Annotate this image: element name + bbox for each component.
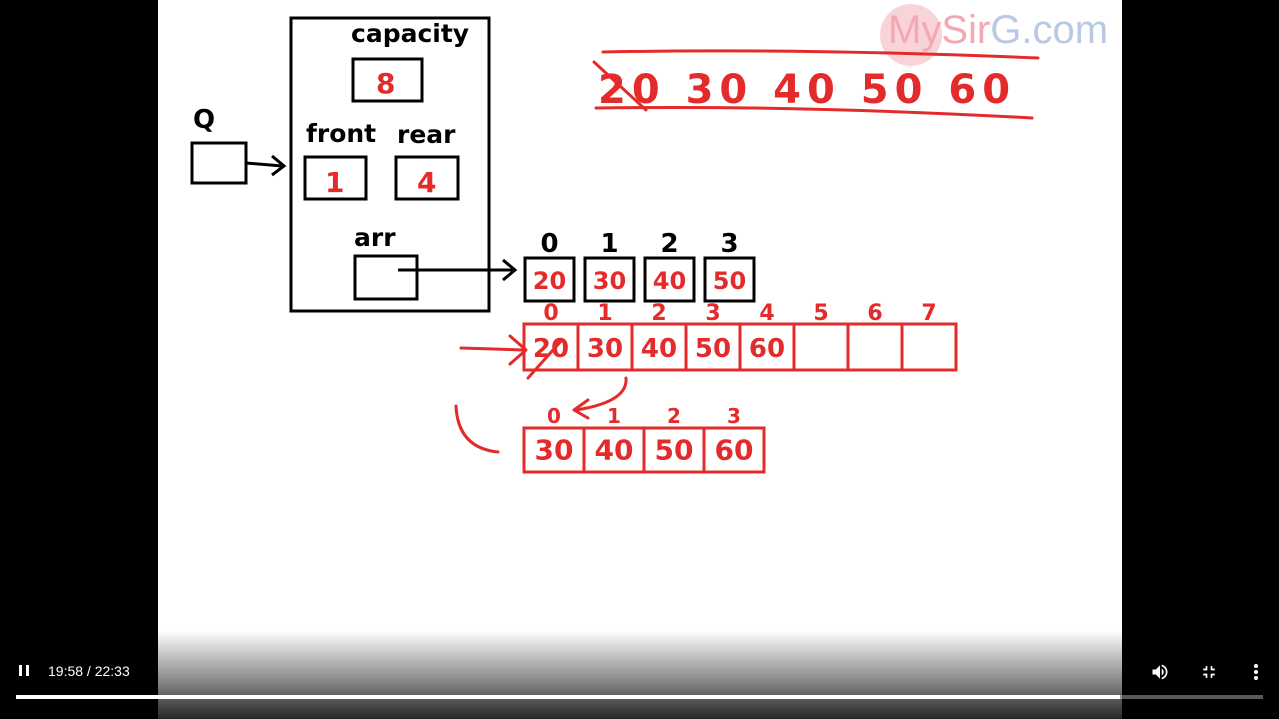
big-array-index: 2 (651, 301, 666, 326)
sequence-values: 20 30 40 50 60 (598, 67, 1016, 113)
new-array-value: 40 (595, 434, 634, 467)
orig-array-index: 2 (660, 229, 678, 259)
orig-array-value: 40 (653, 267, 686, 295)
orig-array-index: 1 (600, 229, 618, 259)
big-array-arrow (459, 334, 528, 366)
new-array-index: 0 (547, 404, 561, 428)
logo-part-my: My (888, 8, 942, 52)
big-array-index: 0 (543, 301, 558, 326)
pause-icon[interactable] (16, 663, 32, 679)
big-array-index: 5 (813, 301, 828, 326)
orig-array-value: 30 (593, 267, 626, 295)
big-array-strike (526, 338, 564, 380)
big-array-index: 3 (705, 301, 720, 326)
time-display: 19:58 / 22:33 (48, 663, 130, 679)
rear-label: rear (397, 120, 456, 149)
logo-part-sir: Sir (941, 8, 991, 52)
arr-label: arr (354, 223, 396, 252)
q-arrow (245, 161, 283, 168)
new-array-cell (702, 426, 766, 474)
queue-struct-box (289, 16, 491, 313)
new-array: 30 0 40 1 50 2 60 3 (522, 404, 766, 474)
copy-arrow-head (572, 398, 590, 420)
q-arrow-head (271, 154, 287, 177)
big-array-value: 40 (641, 334, 677, 364)
orig-array-index: 0 (540, 229, 558, 259)
copy-arrow (574, 376, 628, 412)
orig-array-cell (523, 256, 576, 303)
orig-array-value: 50 (713, 267, 746, 295)
new-array-index: 2 (667, 404, 681, 428)
big-array-index: 4 (759, 301, 774, 326)
sequence-overline (601, 49, 1040, 60)
new-array-value: 30 (535, 434, 574, 467)
capacity-label: capacity (351, 19, 469, 48)
duration: 22:33 (94, 663, 130, 679)
big-array-value: 20 (533, 334, 569, 364)
sequence-underline (594, 105, 1034, 120)
front-label: front (306, 119, 376, 148)
logo-part-com: .com (1021, 8, 1109, 52)
original-array: 20 0 30 1 40 2 50 3 (523, 229, 756, 303)
new-array-value: 60 (715, 434, 754, 467)
orig-array-cell (703, 256, 756, 303)
front-box (303, 155, 368, 201)
resized-array: 20 0 30 1 40 2 50 3 60 4 5 6 7 (522, 301, 958, 372)
player-controls: 19:58 / 22:33 (0, 650, 1279, 719)
orig-array-value: 20 (533, 267, 566, 295)
new-array-index: 3 (727, 404, 741, 428)
more-vert-icon[interactable] (1248, 661, 1264, 683)
progress-fill (16, 695, 1120, 699)
controls-gradient (0, 630, 1279, 719)
orig-array-index: 3 (720, 229, 738, 259)
current-time: 19:58 (48, 663, 84, 679)
arr-arrow-head (502, 258, 518, 282)
video-frame: MySirG.com Q capacity 8 front rear 1 4 a… (158, 0, 1122, 719)
big-array-index: 6 (867, 301, 882, 326)
big-array-cell (900, 322, 958, 372)
sequence-strike-1 (592, 60, 648, 112)
new-array-arrow (454, 404, 500, 454)
progress-bar[interactable] (16, 695, 1263, 699)
rear-box (394, 155, 460, 201)
volume-icon[interactable] (1150, 662, 1170, 682)
rear-value: 4 (417, 166, 436, 199)
exit-fullscreen-icon[interactable] (1199, 662, 1219, 682)
arr-box (353, 254, 419, 301)
whiteboard-diagram: Q capacity 8 front rear 1 4 arr 20030140… (190, 16, 1040, 474)
big-array-value: 30 (587, 334, 623, 364)
big-array-index: 7 (921, 301, 936, 326)
logo-part-g: G (990, 8, 1022, 52)
big-array-value: 50 (695, 334, 731, 364)
front-value: 1 (325, 166, 344, 199)
capacity-value: 8 (376, 67, 395, 100)
big-array-index: 1 (597, 301, 612, 326)
big-array-cell (792, 322, 850, 372)
q-label: Q (193, 105, 215, 135)
channel-logo: MySirG.com (888, 8, 1108, 53)
big-array-cell (846, 322, 904, 372)
orig-array-cell (643, 256, 696, 303)
new-array-index: 1 (607, 404, 621, 428)
orig-array-cell (583, 256, 636, 303)
big-array-value: 60 (749, 334, 785, 364)
new-array-value: 50 (655, 434, 694, 467)
q-box (190, 141, 248, 185)
capacity-box (351, 57, 424, 103)
